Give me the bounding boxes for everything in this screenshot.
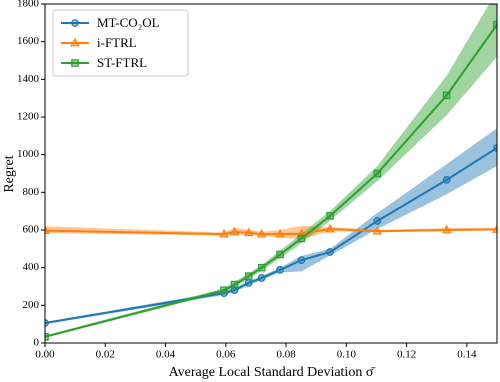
y-tick-label: 800 — [23, 186, 40, 198]
marker — [220, 286, 228, 295]
marker — [243, 227, 254, 237]
x-tick-label: 0.00 — [35, 349, 55, 361]
x-tick-label: 0.02 — [96, 349, 115, 361]
x-tick-label: 0.12 — [397, 349, 416, 361]
legend-label: MT-CO₂OL — [97, 15, 160, 30]
marker — [442, 176, 451, 184]
x-tick-label: 0.06 — [216, 349, 236, 361]
marker — [257, 263, 266, 272]
marker — [373, 169, 382, 178]
x-axis-label: Average Local Standard Deviation σ̄ — [169, 365, 377, 380]
y-tick-label: 0 — [34, 337, 40, 349]
marker — [70, 37, 80, 47]
legend-label: ST-FTRL — [97, 55, 147, 70]
marker — [372, 225, 383, 235]
legend-label: i-FTRL — [97, 35, 137, 50]
y-tick-label: 1000 — [17, 148, 40, 160]
x-tick-label: 0.10 — [337, 349, 357, 361]
legend-box — [52, 9, 189, 77]
marker — [442, 91, 451, 100]
marker — [326, 212, 334, 220]
marker — [275, 228, 285, 238]
marker — [71, 59, 79, 67]
y-tick-label: 400 — [23, 261, 40, 273]
marker — [297, 234, 306, 243]
marker — [297, 256, 306, 265]
x-tick-label: 0.04 — [156, 349, 176, 361]
marker — [244, 272, 253, 280]
marker — [325, 223, 335, 233]
confidence-band — [45, 225, 497, 240]
x-tick-label: 0.14 — [457, 349, 477, 361]
marker — [219, 228, 229, 238]
marker — [45, 225, 50, 234]
marker — [244, 279, 253, 287]
y-tick-label: 1800 — [17, 0, 40, 10]
marker — [230, 280, 239, 289]
marker — [230, 286, 239, 294]
plot-frame — [44, 3, 498, 344]
y-tick-label: 1400 — [17, 73, 40, 85]
marker — [71, 19, 79, 27]
y-tick-label: 1600 — [17, 35, 40, 47]
y-axis-label: Regret — [2, 155, 17, 192]
marker — [493, 143, 497, 152]
x-tick-label: 0.08 — [276, 349, 296, 361]
plot — [45, 4, 497, 341]
marker — [276, 266, 284, 274]
marker — [256, 228, 267, 238]
marker — [441, 224, 452, 234]
marker — [326, 248, 334, 256]
marker — [45, 332, 49, 341]
marker — [229, 226, 240, 236]
marker — [373, 217, 382, 225]
marker — [276, 250, 284, 259]
series-line — [45, 228, 497, 236]
y-tick-label: 1200 — [17, 111, 40, 123]
marker — [492, 224, 497, 233]
marker — [257, 274, 266, 282]
y-tick-label: 600 — [23, 224, 40, 236]
y-tick-label: 200 — [23, 299, 40, 311]
confidence-band — [45, 128, 497, 325]
